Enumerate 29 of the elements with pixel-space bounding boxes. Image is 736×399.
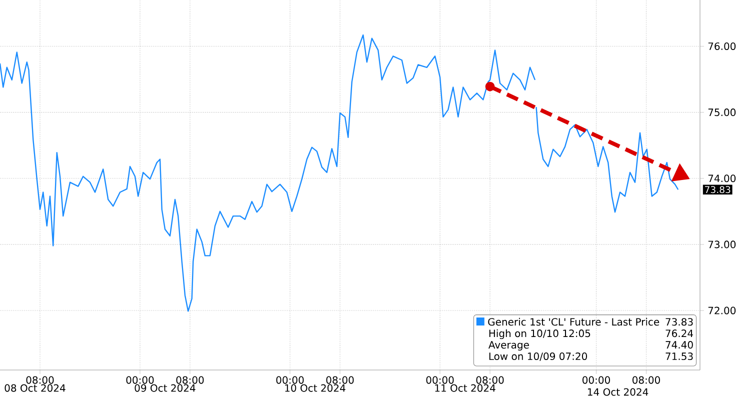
annotation: High on 10/10 12:05 — [489, 329, 590, 340]
y-tick-label: 75.00 — [708, 108, 736, 116]
x2-tick-label: 09 Oct 2024 — [134, 384, 196, 392]
y-tick-label: 76.00 — [708, 42, 736, 50]
x2-tick-label: 10 Oct 2024 — [285, 384, 346, 392]
y-tick-label: 74.00 — [708, 174, 736, 182]
x-tick-label: 00:00 — [582, 376, 610, 384]
x-tick-label: 08:00 — [632, 376, 660, 384]
text: 73.83 — [705, 186, 730, 194]
x-tick-label: 00:00 — [126, 376, 154, 384]
y-tick-label: 72.00 — [708, 306, 736, 314]
annotation: 71.53 — [666, 352, 693, 360]
x-tick-label: 00:00 — [426, 376, 454, 384]
legend-label: Generic 1st 'CL' Future - Last Price — [488, 318, 660, 326]
x-tick-label: 08:00 — [476, 376, 504, 384]
x2-tick-label: 08 Oct 2024 — [4, 384, 66, 392]
annotation: 73.83 — [666, 318, 693, 326]
x-tick-label: 08:00 — [326, 376, 354, 384]
x-tick-label: 08:00 — [176, 376, 204, 384]
text: 14 Oct 2024 — [588, 388, 648, 396]
x2-tick-label: 11 Oct 2024 — [435, 384, 496, 392]
annotation: 76.24 — [666, 330, 694, 338]
x-tick-label: 00:00 — [276, 376, 304, 384]
annotation: 74.40 — [666, 341, 693, 349]
annotation: Low on 10/09 07:20 — [489, 352, 588, 361]
y-tick-label: 73.00 — [708, 240, 736, 248]
line-series — [536, 106, 679, 213]
annotation: Average — [488, 341, 529, 351]
x-tick-label: 08:00 — [26, 376, 54, 384]
